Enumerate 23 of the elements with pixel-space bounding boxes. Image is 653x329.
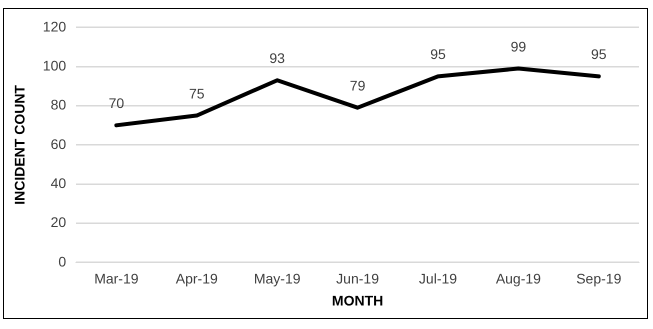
y-tick-label: 60: [50, 136, 66, 152]
y-tick-label: 20: [50, 214, 66, 230]
x-tick-label: Jul-19: [418, 270, 458, 287]
data-label: 95: [430, 46, 446, 62]
y-tick-label: 40: [50, 174, 66, 191]
data-label: 95: [591, 46, 607, 62]
x-tick-label: Sep-19: [576, 270, 622, 287]
y-tick-label: 80: [50, 96, 66, 113]
y-tick-label: 0: [58, 253, 66, 270]
x-tick-label: May-19: [254, 270, 301, 287]
data-label: 99: [510, 38, 526, 54]
y-axis-title: INCIDENT COUNT: [11, 84, 28, 205]
x-tick-label: Jun-19: [336, 270, 380, 287]
x-axis-title: MONTH: [332, 292, 384, 308]
data-label: 93: [269, 50, 286, 66]
y-tick-label: 100: [42, 57, 66, 74]
x-tick-label: Aug-19: [496, 270, 542, 287]
y-tick-label: 120: [42, 18, 66, 34]
data-label: 75: [188, 85, 205, 102]
data-label: 70: [108, 95, 124, 112]
x-tick-label: Mar-19: [94, 270, 139, 287]
x-tick-label: Apr-19: [176, 270, 218, 287]
data-label: 79: [350, 78, 366, 94]
